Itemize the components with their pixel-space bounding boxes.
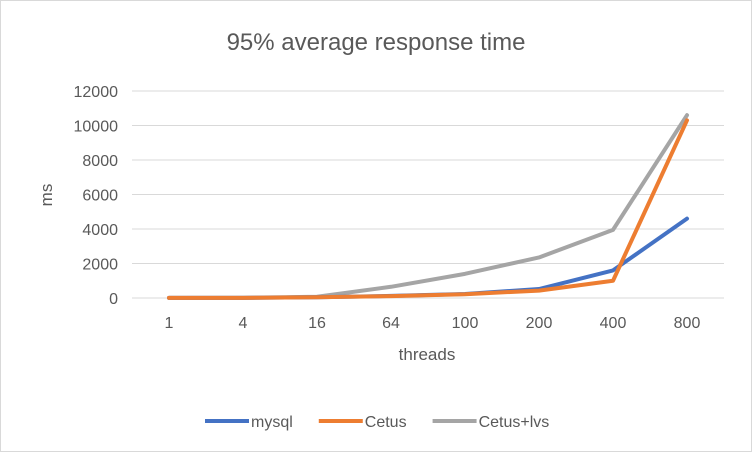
legend-item: Cetus+lvs [432, 414, 550, 431]
y-tick-label: 4000 [82, 222, 118, 239]
legend-item: mysql [205, 414, 293, 431]
x-axis-ticks: 1 4 16 64 100 200 400 800 [165, 315, 701, 332]
legend-label: Cetus+lvs [479, 414, 550, 431]
gridlines [132, 90, 724, 299]
x-tick-label: 800 [674, 315, 701, 332]
legend-label: Cetus [365, 414, 407, 431]
y-tick-label: 0 [109, 291, 118, 308]
x-tick-label: 16 [308, 315, 326, 332]
x-tick-label: 100 [452, 315, 479, 332]
x-tick-label: 200 [526, 315, 553, 332]
x-tick-label: 400 [600, 315, 627, 332]
series-line-cetus [167, 118, 689, 300]
y-tick-label: 10000 [74, 119, 119, 136]
legend-label: mysql [251, 414, 293, 431]
y-axis-label: ms [37, 184, 56, 207]
y-tick-label: 6000 [82, 188, 118, 205]
series-lines [167, 113, 689, 300]
legend-item: Cetus [318, 414, 407, 431]
x-tick-label: 64 [382, 315, 400, 332]
x-axis-label: threads [399, 345, 456, 364]
legend: mysql Cetus Cetus+lvs [205, 414, 549, 431]
x-tick-label: 1 [165, 315, 174, 332]
y-axis-ticks: 0 2000 4000 6000 8000 10000 12000 [74, 84, 119, 308]
x-tick-label: 4 [239, 315, 248, 332]
y-tick-label: 8000 [82, 153, 118, 170]
y-tick-label: 12000 [74, 84, 119, 101]
y-tick-label: 2000 [82, 257, 118, 274]
chart-title: 95% average response time [227, 29, 526, 56]
